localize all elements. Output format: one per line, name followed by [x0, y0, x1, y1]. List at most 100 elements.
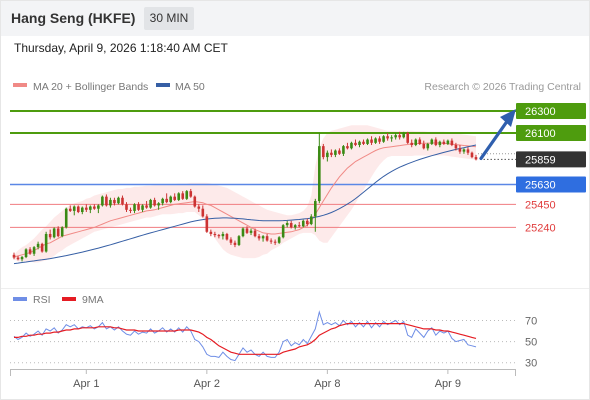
candle-body: [378, 138, 381, 142]
forecast-arrow-head: [500, 108, 516, 127]
candle-body: [245, 228, 249, 233]
candle-body: [334, 150, 337, 155]
candle-body: [366, 139, 369, 144]
support-label-25630: 25630: [525, 180, 556, 192]
candle-body: [406, 132, 410, 143]
candle-body: [121, 197, 124, 205]
bollinger-band-fill: [14, 125, 476, 263]
candle-body: [382, 136, 385, 142]
candle-body: [89, 206, 92, 210]
timeframe-badge[interactable]: 30 MIN: [144, 7, 194, 30]
candle-body: [281, 225, 285, 238]
ma50-legend-label: MA 50: [175, 81, 205, 93]
candle-body: [221, 233, 225, 237]
candle-body: [277, 237, 281, 243]
rsi-tick-label-30: 30: [525, 358, 537, 370]
candle-body: [133, 204, 136, 211]
candle-body: [305, 220, 309, 225]
candle-body: [36, 243, 40, 248]
candle-body: [386, 136, 389, 139]
candle-body: [44, 233, 48, 252]
candle-body: [16, 257, 20, 260]
rsi-legend-label: RSI: [33, 294, 51, 306]
chart-header: Hang Seng (HKFE) 30 MIN: [0, 0, 590, 36]
rsi-tick-label-70: 70: [525, 315, 537, 327]
candle-body: [177, 193, 181, 200]
candle-body: [173, 196, 176, 200]
research-credit: Research © 2026 Trading Central: [424, 81, 581, 93]
last-price-label: 25859: [525, 154, 556, 166]
candle-body: [137, 204, 140, 210]
candle-body: [285, 222, 289, 226]
candle-body: [233, 242, 237, 245]
candle-body: [32, 247, 36, 254]
candle-body: [157, 203, 160, 206]
candle-body: [145, 205, 148, 208]
candle-body: [450, 140, 454, 146]
candle-body: [12, 254, 16, 258]
candle-body: [462, 149, 466, 152]
resistance-label-26100: 26100: [525, 128, 556, 140]
candle-body: [201, 208, 205, 217]
candle-body: [217, 235, 221, 237]
candle-body: [72, 206, 76, 211]
candle-body: [117, 197, 120, 204]
candle-body: [141, 205, 144, 210]
x-axis-labels-layer: Apr 1 Apr 2 Apr 8 Apr 9: [73, 369, 461, 390]
candle-body: [342, 146, 345, 154]
candle-body: [318, 146, 321, 202]
candle-body: [265, 236, 269, 241]
candle-body: [60, 227, 64, 237]
instrument-title: Hang Seng (HKFE): [11, 10, 136, 26]
candle-body: [261, 236, 265, 239]
candle-body: [354, 142, 357, 146]
candle-body: [454, 145, 458, 149]
candle-body: [338, 150, 341, 154]
candle-body: [257, 236, 261, 239]
candle-body: [346, 146, 349, 149]
candle-body: [470, 152, 474, 158]
x-axis-label: Apr 8: [314, 378, 340, 390]
candle-body: [442, 141, 446, 144]
candle-body: [314, 201, 317, 217]
chart-datetime: Thursday, April 9, 2026 1:18:40 AM CET: [14, 41, 228, 55]
candle-body: [185, 191, 189, 199]
candle-body: [358, 141, 361, 146]
x-axis-label: Apr 9: [435, 378, 461, 390]
ma50-legend-swatch: [156, 83, 170, 87]
candle-body: [374, 138, 377, 143]
candle-body: [40, 243, 44, 252]
candle-body: [322, 146, 325, 158]
rsi-ma-line: [14, 323, 477, 355]
candle-body: [326, 152, 329, 158]
candle-body: [410, 142, 414, 146]
candle-body: [153, 199, 156, 206]
candle-body: [101, 196, 104, 206]
bollinger-band-layer: [14, 125, 476, 263]
candle-body: [458, 148, 462, 152]
candle-body: [309, 216, 313, 225]
forecast-arrow-shaft: [479, 118, 510, 161]
rsi-ma-legend-swatch: [62, 297, 76, 301]
candle-body: [438, 141, 442, 146]
candle-body: [109, 199, 112, 206]
candle-body: [205, 216, 209, 232]
candle-body: [68, 208, 72, 211]
candle-body: [181, 193, 185, 199]
ma20-legend-swatch: [13, 83, 27, 87]
moving-average-layer: [13, 142, 477, 265]
candle-body: [56, 228, 60, 237]
candle-body: [422, 143, 426, 149]
candle-body: [350, 142, 353, 149]
candle-body: [289, 222, 293, 228]
candle-body: [169, 196, 172, 203]
candle-body: [76, 206, 80, 213]
ma50-line: [13, 144, 477, 265]
rsi-ma-legend-label: 9MA: [82, 294, 104, 306]
candle-body: [24, 249, 28, 258]
rsi-panel-layer: 70 50 30: [10, 310, 537, 370]
candle-body: [80, 207, 84, 213]
candle-body: [430, 139, 434, 144]
candle-body: [225, 233, 229, 240]
